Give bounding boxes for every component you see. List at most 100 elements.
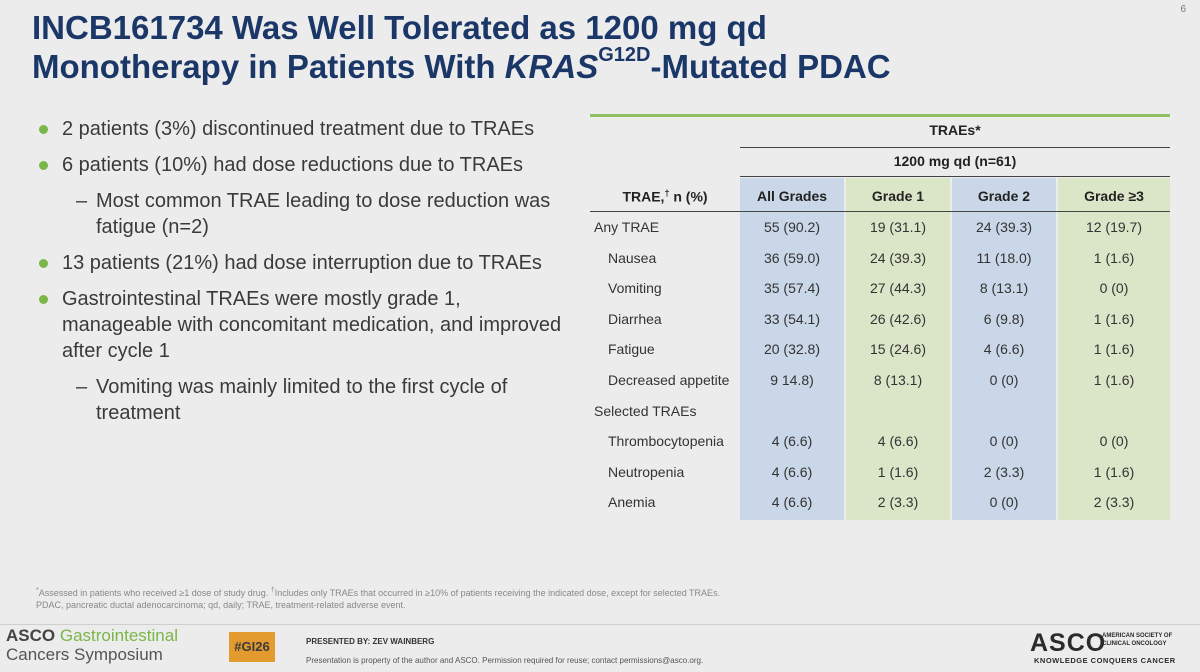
rule (740, 176, 1170, 177)
table-cell: 15 (24.6) (869, 341, 927, 358)
table-cell: 1 (1.6) (877, 463, 919, 480)
row-label: Selected TRAEs (594, 402, 697, 419)
table-cell: 27 (44.3) (869, 280, 927, 297)
table-cell: 24 (39.3) (869, 249, 927, 266)
table-cell: 0 (0) (989, 433, 1019, 450)
bullet-text: 2 patients (3%) discontinued treatment d… (62, 118, 535, 140)
table-cell: 2 (3.3) (1093, 494, 1135, 511)
title-gene-variant: G12D (598, 44, 651, 66)
footnote-mark: † (270, 587, 275, 594)
table-cell: 1 (1.6) (1093, 249, 1135, 266)
table-cell (740, 401, 844, 421)
asco-gi-logo: ASCO Gastrointestinal Cancers Symposium (6, 626, 178, 664)
col-bg-all-grades (740, 178, 844, 520)
table-cell: 33 (54.1) (763, 310, 821, 327)
bullet-text: Gastrointestinal TRAEs were mostly grade… (62, 288, 562, 362)
property-notice: Presentation is property of the author a… (306, 656, 704, 665)
title-line-2: Monotherapy in Patients With KRASG12D-Mu… (32, 44, 1152, 86)
table-cell: 6 (9.8) (983, 310, 1025, 327)
dash-icon: – (76, 190, 88, 212)
table-cell: 9 14.8) (770, 372, 814, 388)
table-top-rule (590, 114, 1170, 117)
col-bg-grade-2 (952, 178, 1056, 520)
sub-bullet-item: – Most common TRAE leading to dose reduct… (36, 188, 576, 240)
bullet-item: Gastrointestinal TRAEs were mostly grade… (36, 286, 576, 364)
bullet-dot-icon (39, 295, 48, 304)
table-cell: 35 (57.4) (763, 280, 821, 297)
trae-table: TRAEs* 1200 mg qd (n=61) TRAE,† n (%) Al… (590, 114, 1170, 520)
sub-bullet-item: – Vomiting was mainly limited to the firs… (36, 374, 576, 426)
table-cell: 4 (6.6) (771, 433, 813, 450)
sub-bullet-text: Vomiting was mainly limited to the first… (96, 376, 508, 424)
row-header-mark: † (664, 188, 670, 198)
col-bg-grade-3 (1058, 178, 1170, 520)
table-cell: 26 (42.6) (869, 310, 927, 327)
bullet-item: 2 patients (3%) discontinued treatment d… (36, 116, 576, 142)
table-cell (1058, 401, 1170, 421)
row-header: TRAE,† n (%) (590, 188, 740, 205)
table-cell: 19 (31.1) (869, 219, 927, 235)
logo-asco-text: ASCO (6, 626, 56, 645)
table-cell: 11 (18.0) (976, 249, 1032, 266)
table-cell (846, 401, 950, 421)
title-line2-pre: Monotherapy in Patients With (32, 48, 505, 85)
table-cell: 0 (0) (989, 372, 1019, 388)
footnote: *Assessed in patients who received ≥1 do… (36, 585, 896, 611)
table-cell: 12 (19.7) (1085, 219, 1143, 235)
rule (590, 211, 1170, 212)
slide-number: 6 (1180, 4, 1186, 15)
row-label: Vomiting (608, 280, 662, 297)
table-cell: 0 (0) (1099, 433, 1129, 450)
footnote-line-1: *Assessed in patients who received ≥1 do… (36, 585, 896, 599)
row-header-text: TRAE, (622, 188, 665, 205)
bullet-dot-icon (39, 161, 48, 170)
table-cell: 0 (0) (989, 494, 1019, 511)
table-cell: 4 (6.6) (983, 341, 1025, 358)
dose-header: 1200 mg qd (n=61) (893, 153, 1017, 169)
rule (740, 147, 1170, 148)
title-gene: KRAS (504, 48, 599, 85)
table-cell: 55 (90.2) (763, 219, 821, 235)
table-cell: 2 (3.3) (983, 463, 1025, 480)
table-cell: 4 (6.6) (877, 433, 919, 450)
bullet-dot-icon (39, 259, 48, 268)
logo-line-2: Cancers Symposium (6, 645, 163, 664)
bullet-item: 6 patients (10%) had dose reductions due… (36, 152, 576, 178)
asco-tagline: KNOWLEDGE CONQUERS CANCER (1034, 656, 1176, 665)
footnote-line-2: PDAC, pancreatic ductal adenocarcinoma; … (36, 600, 406, 610)
sub-bullet-text: Most common TRAE leading to dose reducti… (96, 190, 551, 238)
row-label: Fatigue (608, 341, 655, 358)
table-cell: 1 (1.6) (1093, 310, 1135, 327)
row-label: Anemia (608, 494, 656, 511)
asco-society-name: AMERICAN SOCIETY OF CLINICAL ONCOLOGY (1102, 633, 1173, 647)
table-cell: 0 (0) (1099, 280, 1129, 297)
table-cell: 2 (3.3) (877, 494, 919, 511)
bullet-text: 13 patients (21%) had dose interruption … (62, 252, 542, 274)
footnote-mark: * (36, 587, 39, 594)
col-bg-grade-1 (846, 178, 950, 520)
table-cell: 4 (6.6) (771, 463, 813, 480)
hashtag-badge: #GI26 (229, 632, 275, 662)
bullet-item: 13 patients (21%) had dose interruption … (36, 250, 576, 276)
bullet-list: 2 patients (3%) discontinued treatment d… (36, 116, 576, 436)
footer-divider (0, 624, 1200, 625)
table-cell: 36 (59.0) (763, 249, 821, 266)
title-line-1: INCB161734 Was Well Tolerated as 1200 mg… (32, 9, 767, 46)
col-header: Grade 2 (977, 188, 1031, 204)
row-label: Nausea (608, 249, 657, 266)
col-header: Grade 1 (871, 188, 925, 204)
asco-logo-text: ASCO (1030, 629, 1107, 657)
row-header-post: n (%) (669, 188, 708, 205)
dash-icon: – (76, 376, 88, 398)
table-cell: 1 (1.6) (1093, 341, 1135, 358)
bullet-text: 6 patients (10%) had dose reductions due… (62, 154, 524, 176)
table-cell: 1 (1.6) (1093, 372, 1135, 388)
title-line2-post: -Mutated PDAC (650, 48, 891, 85)
row-label: Thrombocytopenia (608, 433, 724, 450)
asco-logo: ASCO (1030, 630, 1106, 656)
table-cell (952, 401, 1056, 421)
group-header: TRAEs* (929, 122, 981, 138)
bullet-dot-icon (39, 125, 48, 134)
table-cell: 8 (13.1) (873, 372, 923, 388)
slide-title: INCB161734 Was Well Tolerated as 1200 mg… (32, 8, 1152, 86)
